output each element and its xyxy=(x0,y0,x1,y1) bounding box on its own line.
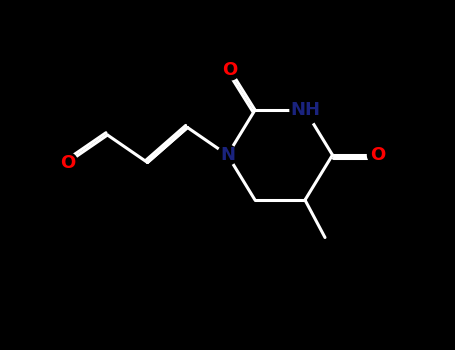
Circle shape xyxy=(217,145,238,165)
Text: N: N xyxy=(220,146,235,164)
Text: O: O xyxy=(222,61,238,79)
Circle shape xyxy=(57,153,77,173)
Circle shape xyxy=(290,95,320,125)
Circle shape xyxy=(220,60,240,80)
Text: O: O xyxy=(370,146,385,164)
Text: O: O xyxy=(60,154,75,172)
Text: NH: NH xyxy=(290,101,320,119)
Circle shape xyxy=(368,145,388,165)
